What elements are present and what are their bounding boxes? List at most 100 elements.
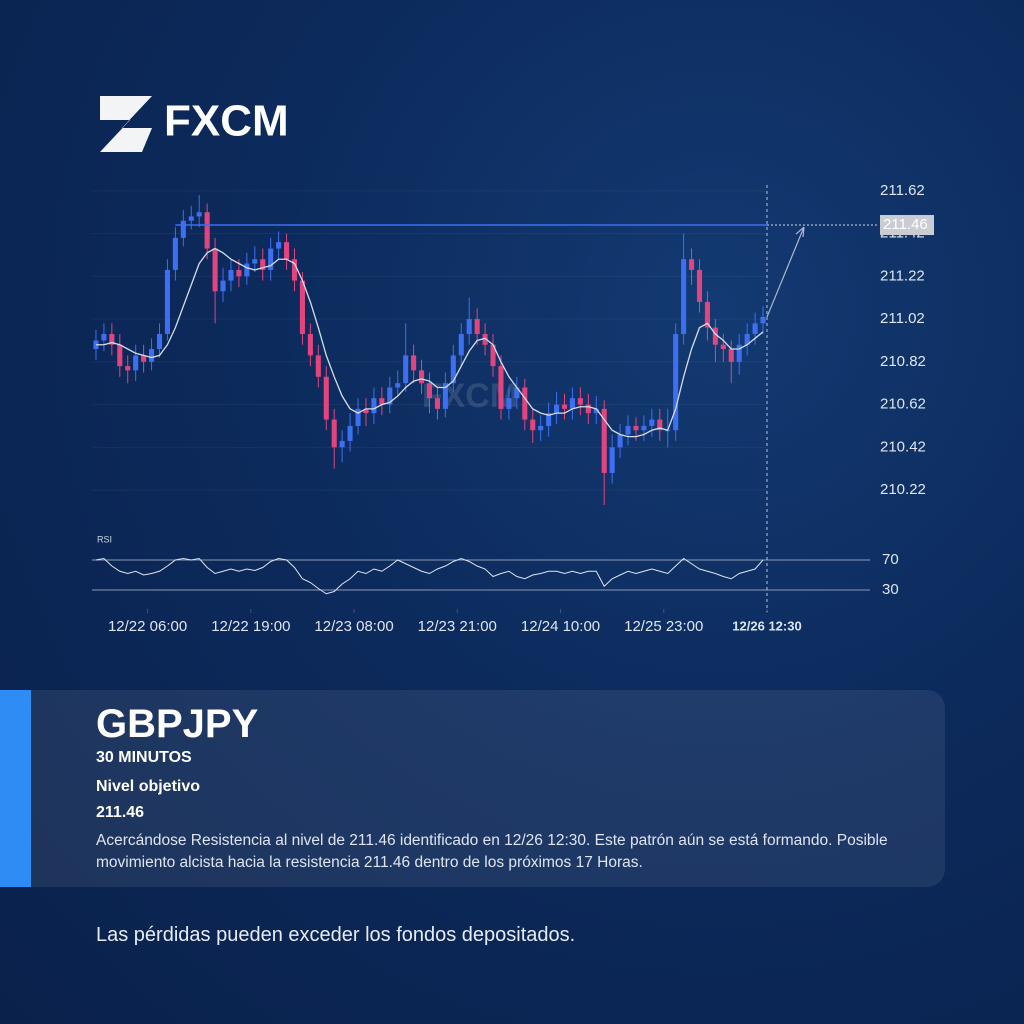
info-card: GBPJPY 30 MINUTOS Nivel objetivo 211.46 … xyxy=(0,690,945,887)
candle-body xyxy=(744,334,750,345)
description: Acercándose Resistencia al nivel de 211.… xyxy=(96,832,888,871)
candle-body xyxy=(371,398,377,414)
candle-body xyxy=(474,319,480,335)
candle-body xyxy=(554,404,560,414)
candle-body xyxy=(101,334,107,341)
candle-body xyxy=(546,413,552,426)
candle-body xyxy=(156,334,163,349)
candle-body xyxy=(712,327,718,345)
candle-body xyxy=(387,387,393,405)
candle-body xyxy=(228,269,234,281)
candle-body xyxy=(689,259,695,270)
candle-body xyxy=(752,323,758,335)
arrow-head xyxy=(795,226,805,238)
candle-body xyxy=(450,355,456,384)
candle-body xyxy=(617,434,623,448)
candle-body xyxy=(522,387,528,420)
candle-body xyxy=(681,259,687,335)
x-tick-label: 12/22 06:00 xyxy=(108,618,187,635)
candle-body xyxy=(736,344,742,362)
candle-body xyxy=(252,259,258,264)
watermark: FXCM xyxy=(422,377,518,415)
candle-body xyxy=(268,248,274,270)
target-label-box xyxy=(880,215,934,236)
candle-body xyxy=(458,334,464,356)
candle-body xyxy=(601,408,607,473)
candle-body xyxy=(347,425,353,441)
candle-body xyxy=(125,366,131,371)
y-tick-label: 210.62 xyxy=(880,396,926,413)
candle-body xyxy=(204,212,210,249)
logo-text: FXCM xyxy=(164,97,289,146)
candle-body xyxy=(323,376,329,420)
candle-body xyxy=(276,242,282,249)
rsi-title: RSI xyxy=(97,534,112,544)
candle-body xyxy=(403,355,409,384)
candle-body xyxy=(395,383,401,388)
candle-body xyxy=(498,366,504,409)
candle-body xyxy=(649,419,655,426)
candle-body xyxy=(315,355,321,377)
candle-body xyxy=(506,398,512,409)
x-tick-label: 12/22 19:00 xyxy=(211,618,290,635)
candle-body xyxy=(149,349,155,362)
y-tick-label: 210.82 xyxy=(880,353,926,370)
candle-body xyxy=(331,419,337,448)
logo-icon xyxy=(100,96,152,152)
rsi-tick-label: 70 xyxy=(882,551,899,568)
candle-body xyxy=(673,334,679,431)
candle-body xyxy=(760,316,766,324)
candle-body xyxy=(593,408,599,414)
x-tick-label: 12/24 10:00 xyxy=(521,618,600,635)
candle-body xyxy=(696,269,703,302)
candle-body xyxy=(379,398,385,405)
x-tick-label: 12/26 12:30 xyxy=(732,618,801,633)
candle-body xyxy=(117,344,123,367)
candle-body xyxy=(585,404,591,414)
rsi-line xyxy=(95,557,764,595)
symbol: GBPJPY xyxy=(96,702,259,746)
candle-body xyxy=(530,419,536,431)
candle-body xyxy=(426,383,433,399)
candle-body xyxy=(561,404,568,409)
candle-body xyxy=(657,419,663,431)
candle-body xyxy=(569,398,575,409)
card-accent xyxy=(0,690,31,887)
candle-body xyxy=(577,398,583,405)
x-tick-label: 12/23 08:00 xyxy=(314,618,393,635)
y-tick-label: 210.22 xyxy=(880,481,926,498)
candle-body xyxy=(299,280,305,335)
candle-body xyxy=(609,447,615,473)
candle-body xyxy=(625,425,631,435)
disclaimer: Las pérdidas pueden exceder los fondos d… xyxy=(96,924,576,946)
candle-body xyxy=(164,269,170,335)
candle-body xyxy=(141,355,147,362)
candle-body xyxy=(291,259,298,281)
y-tick-label: 210.42 xyxy=(880,438,926,455)
candle-body xyxy=(514,387,520,399)
x-tick-label: 12/25 23:00 xyxy=(624,618,703,635)
candle-body xyxy=(109,334,115,345)
candle-body xyxy=(728,349,734,362)
y-tick-label: 211.22 xyxy=(880,267,925,284)
candle-body xyxy=(133,355,139,371)
logo: FXCM xyxy=(100,96,289,152)
candle-body xyxy=(220,280,226,292)
candle-body xyxy=(196,212,202,217)
candle-body xyxy=(442,383,448,409)
candle-body xyxy=(411,355,417,371)
candle-body xyxy=(172,237,178,270)
candle-body xyxy=(339,440,345,448)
level-label: Nivel objetivo xyxy=(96,778,201,795)
candle-body xyxy=(434,398,440,409)
projection-arrow xyxy=(766,226,805,318)
candle-body xyxy=(180,220,186,238)
candle-body xyxy=(641,425,647,431)
candle-body xyxy=(188,216,194,221)
candle-body xyxy=(363,408,369,414)
candle-body xyxy=(212,248,218,292)
moving-average xyxy=(95,247,764,438)
candle-body xyxy=(720,344,726,349)
